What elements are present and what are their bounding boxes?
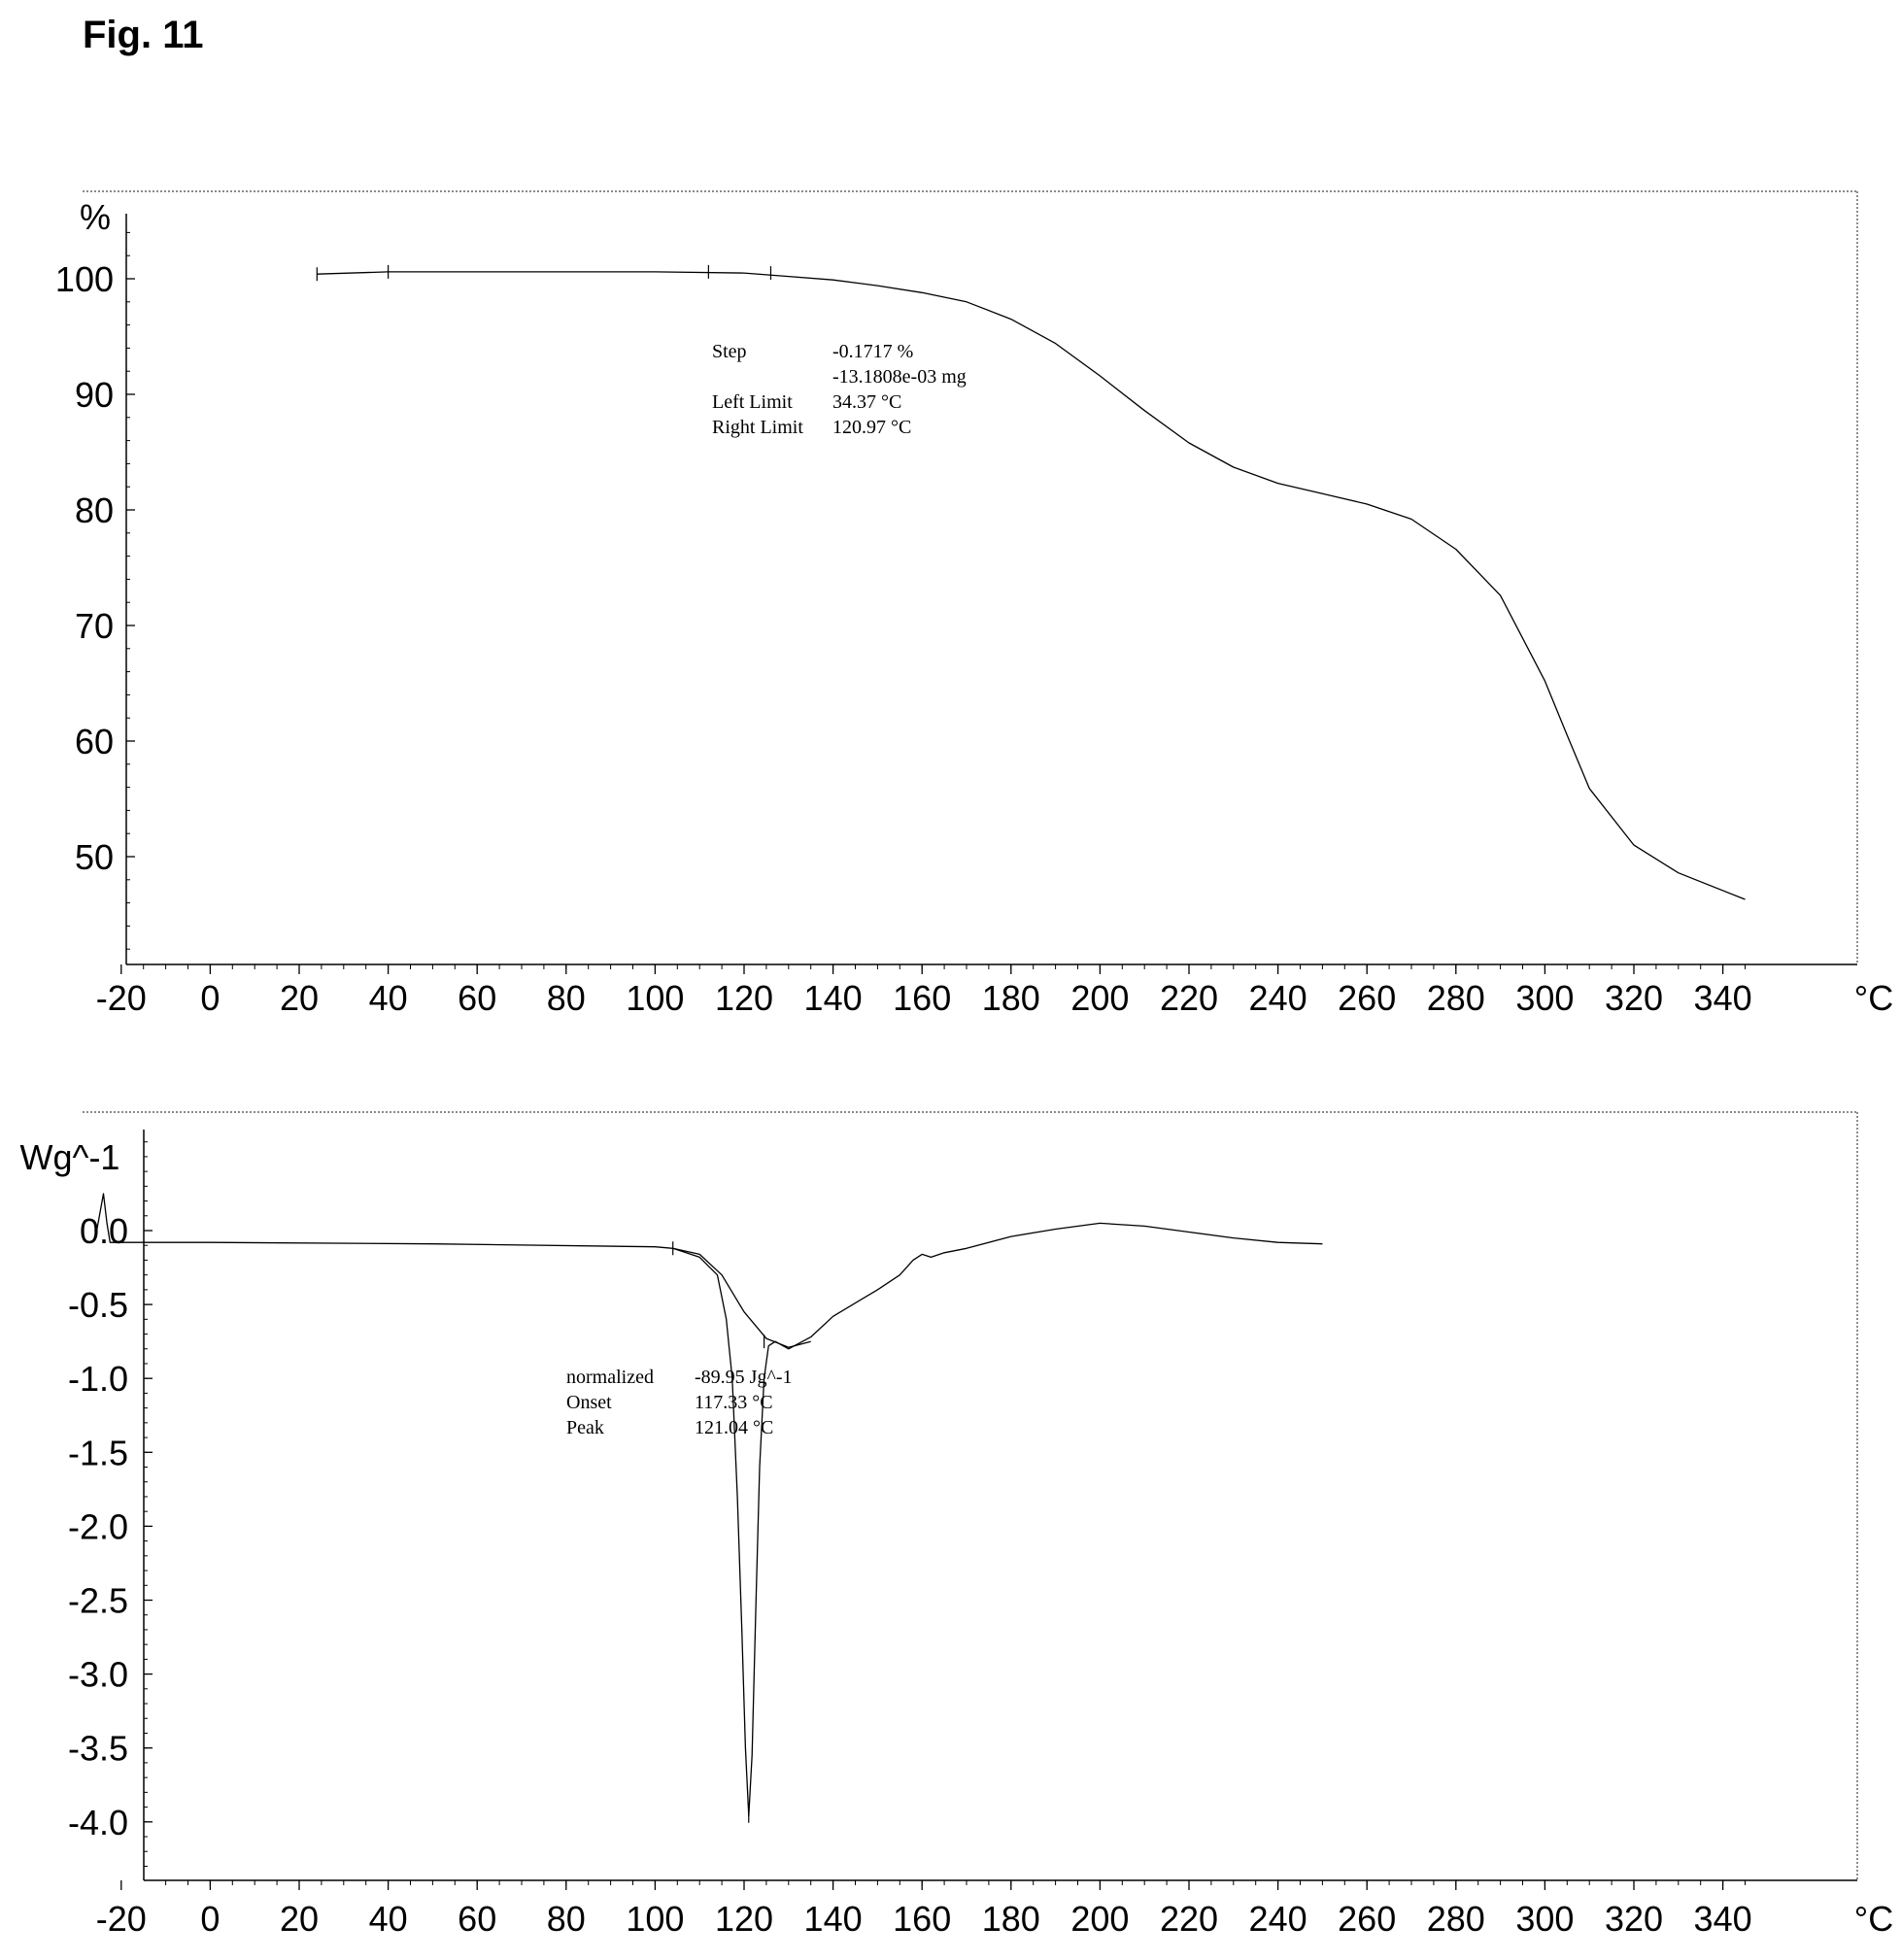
y-tick-label: 100 xyxy=(55,259,114,299)
x-tick-label: 40 xyxy=(369,1899,408,1939)
x-tick-label: 220 xyxy=(1160,1899,1218,1939)
annotation-value: -0.1717 % xyxy=(832,341,913,362)
x-tick-label: 280 xyxy=(1427,978,1485,1018)
x-tick-label: 280 xyxy=(1427,1899,1485,1939)
annotation-value: -13.1808e-03 mg xyxy=(832,366,967,388)
y-tick-label: -0.5 xyxy=(68,1285,128,1325)
y-tick-label: -3.0 xyxy=(68,1655,128,1695)
x-unit-label: °C xyxy=(1854,978,1893,1018)
x-tick-label: 40 xyxy=(369,978,408,1018)
x-tick-label: 80 xyxy=(547,1899,586,1939)
x-tick-label: 0 xyxy=(200,1899,220,1939)
x-tick-label: 240 xyxy=(1249,1899,1307,1939)
y-tick-label: 0.0 xyxy=(80,1211,128,1251)
y-tick-label: 80 xyxy=(75,490,114,530)
figure-label: Fig. 11 xyxy=(83,14,204,56)
y-tick-label: 50 xyxy=(75,837,114,877)
dsc-chart: 0.0 -0.5 -1.0 -1.5 -2.0 -2.5 -3.0 -3.5 -4.0 Wg^-1… xyxy=(20,1111,1893,1939)
x-tick-label: -20 xyxy=(96,978,147,1018)
x-tick-label: 100 xyxy=(626,978,684,1018)
y-tick-label: 90 xyxy=(75,375,114,415)
annotation-label: normalized xyxy=(566,1367,654,1388)
x-tick-label: 200 xyxy=(1070,978,1129,1018)
x-tick-label: 120 xyxy=(715,978,773,1018)
annotation-value: 120.97 °C xyxy=(832,417,911,438)
x-tick-label: 300 xyxy=(1515,978,1574,1018)
y-tick-label: 60 xyxy=(75,722,114,761)
annotation-value: 117.33 °C xyxy=(695,1392,773,1413)
y-tick-label: -3.5 xyxy=(68,1729,128,1769)
x-tick-label: 200 xyxy=(1070,1899,1129,1939)
y-tick-label: -2.0 xyxy=(68,1506,128,1546)
y-tick-label: -2.5 xyxy=(68,1581,128,1621)
x-tick-label: 60 xyxy=(458,978,496,1018)
y-tick-label: -4.0 xyxy=(68,1803,128,1842)
y-tick-label: -1.0 xyxy=(68,1359,128,1399)
x-tick-label: 120 xyxy=(715,1899,773,1939)
x-tick-label: 240 xyxy=(1249,978,1307,1018)
annotation-value: -89.95 Jg^-1 xyxy=(695,1367,793,1388)
annotation-label: Left Limit xyxy=(712,391,793,413)
annotation-value: 121.04 °C xyxy=(695,1417,773,1438)
x-tick-label: 100 xyxy=(626,1899,684,1939)
annotation-label: Right Limit xyxy=(712,417,803,438)
annotation-label: Step xyxy=(712,341,747,362)
y-unit-label: % xyxy=(80,197,111,237)
annotation-value: 34.37 °C xyxy=(832,391,901,413)
x-tick-label: 340 xyxy=(1694,1899,1752,1939)
annotation-label: Onset xyxy=(566,1392,612,1413)
x-tick-label: 320 xyxy=(1605,978,1663,1018)
series-line-0 xyxy=(317,271,1746,900)
x-tick-label: 260 xyxy=(1338,978,1396,1018)
x-tick-label: 0 xyxy=(200,978,220,1018)
x-tick-label: 160 xyxy=(893,1899,951,1939)
y-unit-label: Wg^-1 xyxy=(20,1137,120,1177)
x-tick-label: 80 xyxy=(547,978,586,1018)
x-tick-label: 180 xyxy=(982,1899,1040,1939)
series-line-0 xyxy=(94,1193,1323,1817)
series-line-1 xyxy=(672,1247,811,1348)
tga-chart: 50 60 70 80 90 100% -20 0 20 40 60 80 100 120 140 160 18… xyxy=(55,190,1893,1018)
x-tick-label: 20 xyxy=(280,978,319,1018)
x-tick-label: 320 xyxy=(1605,1899,1663,1939)
x-tick-label: -20 xyxy=(96,1899,147,1939)
y-tick-label: 70 xyxy=(75,606,114,646)
y-tick-label: -1.5 xyxy=(68,1433,128,1472)
x-tick-label: 340 xyxy=(1694,978,1752,1018)
x-tick-label: 140 xyxy=(804,1899,863,1939)
x-tick-label: 20 xyxy=(280,1899,319,1939)
x-tick-label: 60 xyxy=(458,1899,496,1939)
x-tick-label: 260 xyxy=(1338,1899,1396,1939)
x-tick-label: 220 xyxy=(1160,978,1218,1018)
x-tick-label: 180 xyxy=(982,978,1040,1018)
annotation-label: Peak xyxy=(566,1417,604,1438)
x-tick-label: 160 xyxy=(893,978,951,1018)
x-tick-label: 300 xyxy=(1515,1899,1574,1939)
x-tick-label: 140 xyxy=(804,978,863,1018)
x-unit-label: °C xyxy=(1854,1899,1893,1939)
